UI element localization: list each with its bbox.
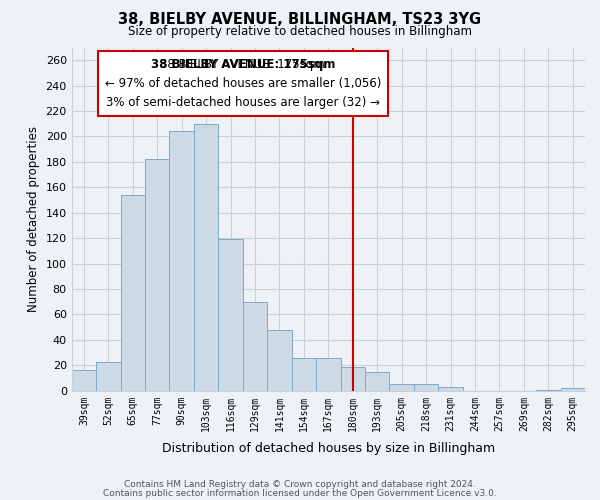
Bar [316, 358, 341, 391]
Bar [439, 387, 463, 391]
Y-axis label: Number of detached properties: Number of detached properties [27, 126, 40, 312]
Text: Size of property relative to detached houses in Billingham: Size of property relative to detached ho… [128, 25, 472, 38]
Text: 38 BIELBY AVENUE: 175sqm
← 97% of detached houses are smaller (1,056)
3% of semi: 38 BIELBY AVENUE: 175sqm ← 97% of detach… [104, 58, 381, 108]
Bar [194, 124, 218, 391]
Text: 38, BIELBY AVENUE, BILLINGHAM, TS23 3YG: 38, BIELBY AVENUE, BILLINGHAM, TS23 3YG [118, 12, 482, 28]
Bar [560, 388, 585, 391]
Bar [414, 384, 439, 391]
Bar [96, 362, 121, 391]
Text: Contains HM Land Registry data © Crown copyright and database right 2024.: Contains HM Land Registry data © Crown c… [124, 480, 476, 489]
Bar [71, 370, 96, 391]
Bar [365, 372, 389, 391]
Text: 38 BIELBY AVENUE: 175sqm: 38 BIELBY AVENUE: 175sqm [151, 58, 335, 70]
Bar [341, 366, 365, 391]
Bar [292, 358, 316, 391]
Bar [267, 330, 292, 391]
Text: Contains public sector information licensed under the Open Government Licence v3: Contains public sector information licen… [103, 489, 497, 498]
Bar [536, 390, 560, 391]
Bar [121, 195, 145, 391]
Bar [243, 302, 267, 391]
Bar [389, 384, 414, 391]
Bar [145, 160, 169, 391]
X-axis label: Distribution of detached houses by size in Billingham: Distribution of detached houses by size … [162, 442, 495, 455]
Bar [218, 240, 243, 391]
Bar [169, 132, 194, 391]
